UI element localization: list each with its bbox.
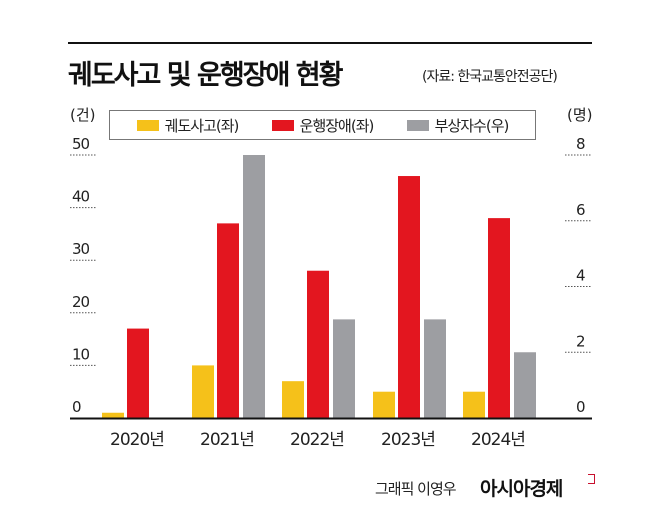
left-axis-tick-label: 20 [72, 293, 90, 311]
legend-swatch [271, 119, 294, 131]
bar-operation-failures [398, 176, 420, 418]
bar-injuries [333, 319, 355, 418]
legend-item-track-accidents: 궤도사고(좌) [136, 115, 240, 136]
right-axis-unit: (명) [567, 106, 593, 124]
bar-operation-failures [217, 223, 239, 418]
legend-swatch [136, 119, 159, 131]
right-axis-tick-label: 0 [576, 398, 586, 416]
left-axis-tick-label: 0 [72, 398, 81, 416]
x-axis-tick-label: 2024년 [471, 430, 525, 450]
bar-injuries [514, 352, 536, 418]
right-axis-tick-label: 4 [576, 267, 586, 285]
legend-item-injuries: 부상자수(우) [406, 115, 510, 136]
x-axis-tick-label: 2022년 [290, 430, 344, 450]
left-axis-tick-label: 10 [72, 345, 90, 363]
right-axis-tick-label: 8 [576, 135, 586, 153]
legend-label: 부상자수(우) [434, 116, 510, 135]
x-axis-tick-label: 2020년 [110, 430, 164, 450]
bar-operation-failures [127, 328, 149, 418]
legend-label: 궤도사고(좌) [164, 116, 240, 135]
bar-injuries [424, 319, 446, 418]
x-axis-tick-label: 2023년 [381, 430, 435, 450]
chart-source: (자료: 한국교통안전공단) [422, 69, 558, 85]
legend-swatch [406, 119, 429, 131]
graphic-credit: 그래픽 이영우 [375, 480, 457, 498]
right-axis-tick-label: 6 [576, 201, 586, 219]
top-rule [68, 42, 592, 44]
bar-injuries [243, 155, 265, 418]
right-axis-tick-label: 2 [576, 332, 586, 350]
bar-track-accidents [192, 365, 214, 418]
brand-logo: 아시아경제 [480, 478, 563, 500]
x-axis-tick-label: 2021년 [200, 430, 254, 450]
left-axis-tick-label: 30 [72, 240, 90, 258]
legend: 궤도사고(좌) 운행장애(좌) 부상자수(우) [109, 110, 536, 140]
bar-track-accidents [282, 381, 304, 418]
legend-item-operation-failures: 운행장애(좌) [271, 115, 375, 136]
left-axis-tick-label: 50 [72, 135, 90, 153]
brand-mark-icon [588, 474, 595, 484]
bar-operation-failures [488, 218, 510, 418]
legend-label: 운행장애(좌) [299, 116, 375, 135]
chart-title: 궤도사고 및 운행장애 현황 [68, 60, 343, 91]
bar-track-accidents [373, 391, 395, 418]
bar-track-accidents [102, 412, 124, 418]
left-axis-unit: (건) [70, 106, 96, 124]
left-axis-tick-label: 40 [72, 188, 90, 206]
bar-track-accidents [463, 391, 485, 418]
bar-operation-failures [307, 270, 329, 418]
